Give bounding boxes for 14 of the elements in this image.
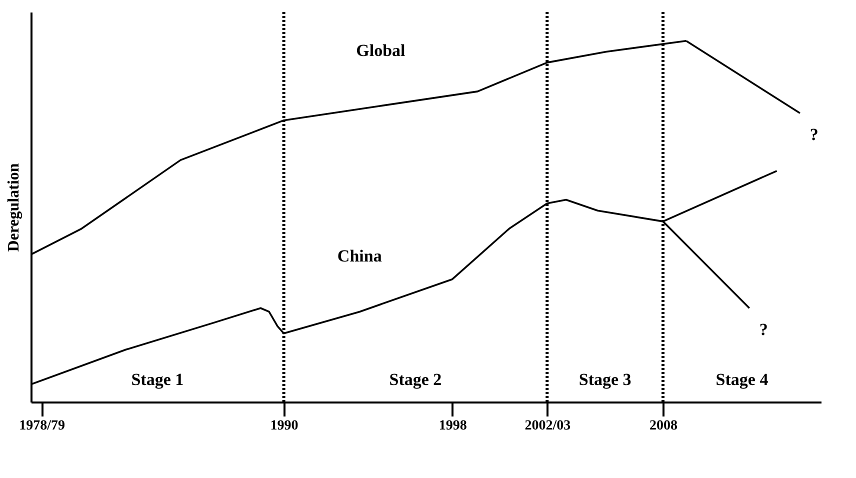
annotation: Stage 4 bbox=[716, 370, 769, 389]
y-axis-title: Deregulation bbox=[6, 163, 22, 252]
x-tick-label: 1978/79 bbox=[19, 418, 65, 434]
annotation: ? bbox=[810, 125, 818, 144]
x-tick-label: 2008 bbox=[650, 418, 678, 434]
x-tick-label: 2002/03 bbox=[524, 418, 571, 434]
x-tick-label: 1990 bbox=[270, 418, 298, 434]
text: Global bbox=[356, 40, 406, 60]
x-tick-label: 1998 bbox=[438, 418, 467, 434]
annotation: ? bbox=[759, 320, 768, 340]
annotation: Stage 2 bbox=[389, 370, 442, 389]
annotation: Stage 3 bbox=[578, 370, 632, 389]
annotation: Stage 1 bbox=[131, 370, 184, 389]
text: China bbox=[337, 246, 382, 266]
